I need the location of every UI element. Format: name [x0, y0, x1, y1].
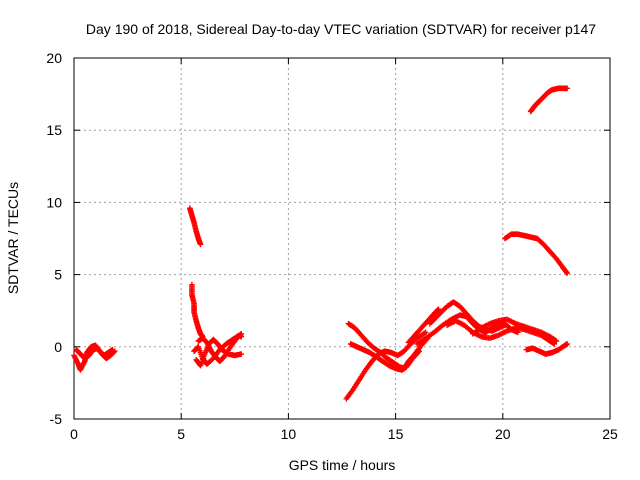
x-tick-label: 15	[388, 426, 404, 442]
data-point	[238, 351, 245, 357]
y-tick-label: -5	[50, 411, 63, 427]
ticks	[73, 57, 611, 420]
data-point	[434, 307, 441, 313]
grid	[74, 58, 610, 419]
y-tick-label: 10	[46, 194, 62, 210]
data-point	[563, 269, 570, 275]
data-point	[238, 331, 245, 337]
y-tick-label: 0	[54, 339, 62, 355]
plot-frame	[73, 57, 611, 420]
y-tick-label: 15	[46, 122, 62, 138]
series-seg6	[193, 336, 245, 369]
data-point	[553, 338, 560, 344]
data-point	[197, 241, 204, 248]
data-point	[237, 331, 244, 338]
series-seg13	[427, 299, 508, 334]
series-seg10	[347, 341, 422, 373]
series-seg3	[186, 205, 204, 248]
data-point	[416, 348, 422, 354]
series-seg16	[523, 341, 570, 357]
data-point	[502, 322, 508, 328]
data-point	[564, 270, 570, 276]
series-seg14	[444, 318, 558, 347]
x-tick-label: 5	[177, 426, 185, 442]
chart-title: Day 190 of 2018, Sidereal Day-to-day VTE…	[86, 21, 596, 37]
x-tick-label: 25	[602, 426, 618, 442]
series-seg4	[189, 281, 206, 340]
series-seg15	[469, 316, 560, 344]
data-point	[435, 306, 442, 313]
x-tick-label: 0	[70, 426, 78, 442]
data-point	[422, 329, 429, 336]
series-seg18	[527, 85, 570, 115]
series-seg2	[73, 345, 118, 362]
y-tick-labels: -5 0 5 10 15 20	[46, 50, 62, 427]
data-point	[564, 85, 570, 92]
data-point	[111, 349, 117, 355]
x-tick-label: 10	[281, 426, 297, 442]
data-point	[564, 341, 570, 347]
data-marks	[71, 85, 570, 402]
y-axis-label: SDTVAR / TECUs	[5, 182, 21, 294]
data-point	[111, 348, 118, 354]
series-seg11	[405, 306, 442, 346]
x-tick-labels: 0 5 10 15 20 25	[70, 426, 618, 442]
series-seg7	[195, 331, 245, 365]
data-point	[515, 329, 521, 336]
x-axis-label: GPS time / hours	[289, 457, 396, 473]
data-point	[552, 337, 559, 344]
x-tick-label: 20	[495, 426, 511, 442]
series-seg17	[502, 231, 570, 276]
y-tick-label: 20	[46, 50, 62, 66]
y-tick-label: 5	[54, 267, 62, 283]
